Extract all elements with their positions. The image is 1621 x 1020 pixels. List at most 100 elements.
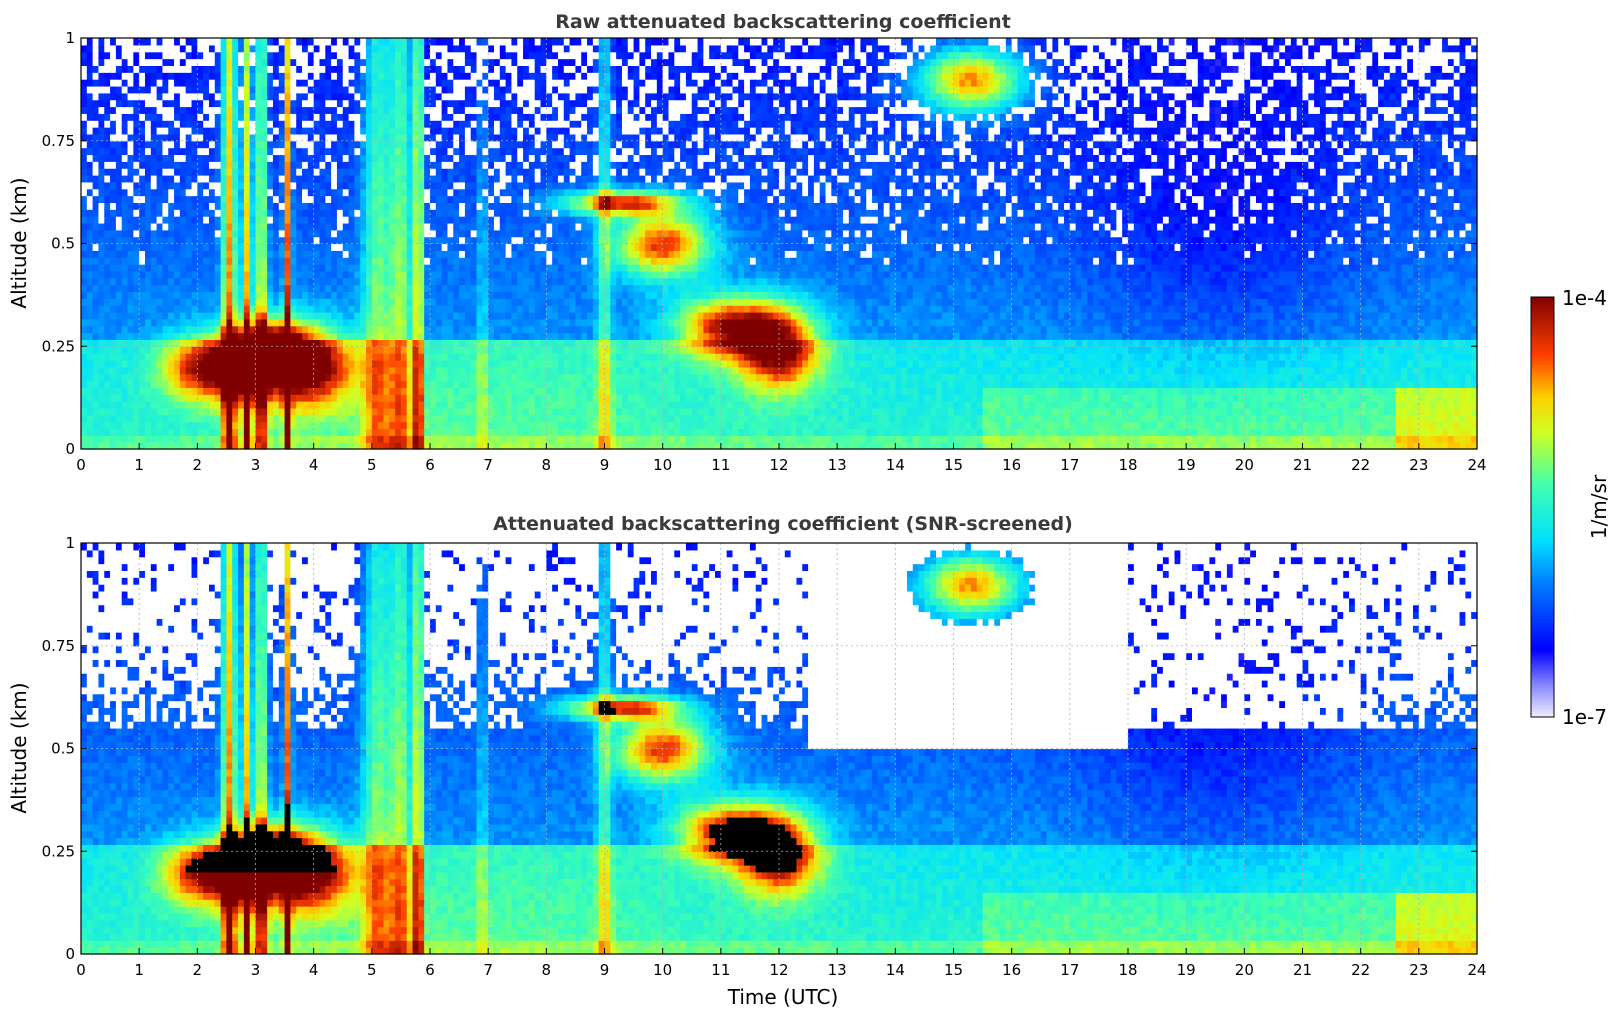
- heatmap-cell: [226, 387, 233, 395]
- heatmap-cell: [179, 147, 187, 156]
- heatmap-cell: [412, 332, 419, 340]
- heatmap-cell: [435, 72, 443, 80]
- heatmap-cell: [499, 346, 507, 354]
- heatmap-cell: [238, 133, 245, 142]
- heatmap-cell: [552, 359, 559, 368]
- heatmap-cell: [139, 202, 146, 210]
- heatmap-cell: [552, 277, 559, 286]
- heatmap-cell: [342, 154, 350, 162]
- heatmap-cell: [464, 435, 472, 443]
- heatmap-cell: [348, 147, 355, 156]
- heatmap-cell: [447, 168, 454, 176]
- heatmap-cell: [493, 44, 501, 53]
- heatmap-cell: [156, 202, 164, 210]
- heatmap-cell: [249, 421, 257, 430]
- heatmap-cell: [499, 44, 507, 53]
- heatmap-cell: [418, 65, 425, 73]
- heatmap-cell: [307, 353, 315, 361]
- heatmap-cell: [272, 277, 280, 286]
- heatmap-cell: [348, 181, 355, 190]
- heatmap-cell: [197, 202, 204, 210]
- heatmap-cell: [144, 442, 152, 450]
- heatmap-cell: [156, 175, 164, 183]
- heatmap-cell: [517, 442, 524, 450]
- heatmap-cell: [92, 346, 100, 354]
- heatmap-cell: [505, 154, 513, 162]
- heatmap-cell: [313, 168, 321, 176]
- heatmap-cell: [424, 147, 431, 156]
- heatmap-cell: [220, 264, 228, 272]
- heatmap-cell: [331, 236, 338, 245]
- heatmap-cell: [383, 175, 390, 183]
- heatmap-cell: [307, 236, 315, 245]
- heatmap-cell: [249, 209, 257, 217]
- heatmap-cell: [278, 270, 286, 279]
- heatmap-cell: [272, 127, 280, 135]
- heatmap-cell: [348, 175, 355, 183]
- heatmap-cell: [272, 202, 280, 210]
- heatmap-cell: [459, 229, 466, 238]
- heatmap-cell: [488, 407, 495, 416]
- heatmap-cell: [406, 264, 414, 272]
- heatmap-cell: [133, 339, 140, 347]
- heatmap-cell: [505, 277, 513, 286]
- heatmap-cell: [395, 127, 402, 135]
- heatmap-cell: [115, 270, 123, 279]
- heatmap-cell: [121, 401, 129, 409]
- heatmap-cell: [505, 305, 513, 313]
- heatmap-cell: [92, 209, 100, 217]
- heatmap-cell: [482, 401, 489, 409]
- heatmap-cell: [307, 229, 315, 238]
- heatmap-cell: [284, 401, 291, 409]
- heatmap-cell: [336, 147, 344, 156]
- heatmap-cell: [115, 113, 123, 121]
- heatmap-cell: [342, 401, 350, 409]
- heatmap-cell: [115, 387, 123, 395]
- heatmap-cell: [214, 305, 222, 313]
- heatmap-cell: [110, 414, 117, 423]
- heatmap-cell: [540, 44, 547, 53]
- heatmap-cell: [220, 236, 228, 245]
- heatmap-cell: [511, 127, 518, 135]
- heatmap-cell: [319, 394, 326, 402]
- heatmap-cell: [412, 442, 419, 450]
- heatmap-cell: [238, 85, 245, 94]
- heatmap-cell: [389, 284, 396, 293]
- heatmap-cell: [331, 79, 338, 87]
- heatmap-cell: [342, 421, 350, 430]
- heatmap-cell: [127, 222, 134, 231]
- heatmap-cell: [232, 72, 239, 80]
- heatmap-cell: [133, 92, 140, 101]
- heatmap-cell: [424, 373, 431, 382]
- heatmap-cell: [191, 339, 198, 347]
- heatmap-cell: [278, 339, 286, 347]
- heatmap-cell: [447, 318, 454, 327]
- heatmap-cell: [412, 236, 419, 245]
- heatmap-cell: [360, 188, 367, 197]
- heatmap-cell: [552, 38, 559, 46]
- heatmap-cell: [214, 312, 222, 320]
- heatmap-cell: [81, 154, 88, 162]
- heatmap-cell: [156, 305, 164, 313]
- heatmap-cell: [121, 346, 129, 354]
- heatmap-cell: [557, 58, 565, 66]
- heatmap-cell: [110, 387, 117, 395]
- heatmap-cell: [226, 58, 233, 66]
- heatmap-cell: [86, 442, 94, 450]
- heatmap-cell: [528, 58, 536, 66]
- heatmap-cell: [499, 394, 507, 402]
- heatmap-cell: [342, 250, 350, 258]
- heatmap-cell: [377, 421, 385, 430]
- heatmap-cell: [191, 318, 198, 327]
- heatmap-cell: [144, 435, 152, 443]
- heatmap-cell: [464, 106, 472, 114]
- heatmap-cell: [278, 291, 286, 299]
- heatmap-cell: [115, 222, 123, 231]
- heatmap-cell: [435, 202, 443, 210]
- heatmap-cell: [185, 99, 193, 108]
- heatmap-cell: [98, 284, 105, 293]
- heatmap-cell: [255, 270, 262, 279]
- heatmap-cell: [185, 72, 193, 80]
- heatmap-cell: [220, 216, 228, 224]
- heatmap-cell: [430, 332, 437, 340]
